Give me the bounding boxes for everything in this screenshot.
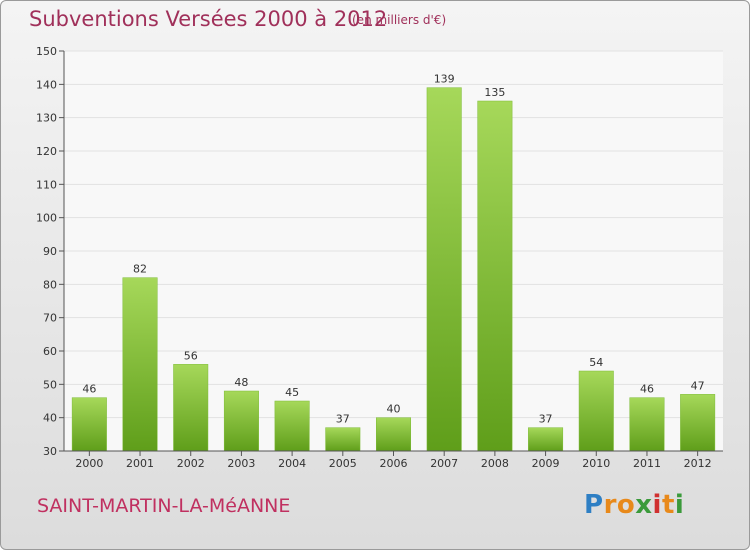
bar-value-label: 46 bbox=[640, 383, 654, 396]
bar-value-label: 46 bbox=[82, 383, 96, 396]
y-tick-label: 40 bbox=[43, 412, 57, 425]
bar bbox=[477, 100, 513, 452]
logo-letter: i bbox=[652, 490, 662, 520]
y-tick-label: 90 bbox=[43, 245, 57, 258]
x-tick-label: 2007 bbox=[430, 457, 458, 470]
x-tick-label: 2010 bbox=[582, 457, 610, 470]
logo-letter: P bbox=[584, 490, 604, 520]
y-tick-label: 150 bbox=[36, 45, 57, 58]
bar-value-label: 139 bbox=[434, 73, 455, 86]
x-tick-label: 2005 bbox=[329, 457, 357, 470]
bars: 46 82 56 48 45 37 40 139 135 37 54 46 47 bbox=[71, 73, 716, 452]
bar-value-label: 45 bbox=[285, 386, 299, 399]
bar bbox=[376, 417, 411, 452]
x-tick-label: 2012 bbox=[684, 457, 712, 470]
bar bbox=[528, 427, 564, 452]
y-tick-label: 100 bbox=[36, 212, 57, 225]
proxiti-logo: Proxiti bbox=[584, 490, 684, 520]
x-tick-label: 2001 bbox=[126, 457, 154, 470]
x-tick-label: 2003 bbox=[227, 457, 255, 470]
x-tick-label: 2004 bbox=[278, 457, 306, 470]
x-tick-label: 2009 bbox=[532, 457, 560, 470]
y-tick-label: 80 bbox=[43, 278, 57, 291]
chart-title: Subventions Versées 2000 à 2012 bbox=[29, 7, 388, 31]
bar-value-label: 47 bbox=[691, 379, 705, 392]
bar bbox=[122, 277, 158, 452]
y-tick-label: 130 bbox=[36, 112, 57, 125]
x-tick-label: 2011 bbox=[633, 457, 661, 470]
bar-value-label: 82 bbox=[133, 263, 147, 276]
bar-value-label: 48 bbox=[234, 376, 248, 389]
grid-lines bbox=[64, 50, 723, 452]
logo-letter: x bbox=[635, 490, 653, 520]
bar bbox=[274, 400, 310, 452]
y-tick-label: 120 bbox=[36, 145, 57, 158]
bar bbox=[426, 87, 462, 452]
bar-value-label: 135 bbox=[484, 86, 505, 99]
axes: 30 40 50 60 70 80 90 100 110 120 130 140 150 2000 2001… bbox=[36, 45, 723, 470]
logo-letter: i bbox=[674, 490, 685, 520]
bar-value-label: 54 bbox=[589, 356, 603, 369]
bar bbox=[173, 364, 209, 452]
x-tick-label: 2008 bbox=[481, 457, 509, 470]
bar bbox=[578, 370, 614, 452]
y-tick-label: 110 bbox=[36, 178, 57, 191]
y-tick-label: 30 bbox=[43, 445, 57, 458]
commune-name: SAINT-MARTIN-LA-MéANNE bbox=[37, 495, 291, 517]
logo-letter: r bbox=[603, 490, 617, 520]
x-tick-label: 2006 bbox=[380, 457, 408, 470]
y-tick-label: 140 bbox=[36, 78, 57, 91]
logo-letter: o bbox=[616, 490, 636, 520]
x-tick-label: 2002 bbox=[177, 457, 205, 470]
bar bbox=[629, 397, 665, 452]
y-tick-label: 70 bbox=[43, 312, 57, 325]
bar-value-label: 56 bbox=[184, 349, 198, 362]
bar bbox=[223, 390, 259, 452]
bar-value-label: 37 bbox=[539, 413, 553, 426]
x-tick-label: 2000 bbox=[75, 457, 103, 470]
bar bbox=[71, 397, 107, 452]
logo-letter: t bbox=[661, 490, 675, 520]
bar-value-label: 40 bbox=[387, 403, 401, 416]
unit-note: (en milliers d'€) bbox=[352, 13, 447, 27]
y-tick-label: 50 bbox=[43, 378, 57, 391]
bar-value-label: 37 bbox=[336, 413, 350, 426]
y-tick-label: 60 bbox=[43, 345, 57, 358]
bar bbox=[325, 427, 361, 452]
bar bbox=[680, 394, 716, 452]
